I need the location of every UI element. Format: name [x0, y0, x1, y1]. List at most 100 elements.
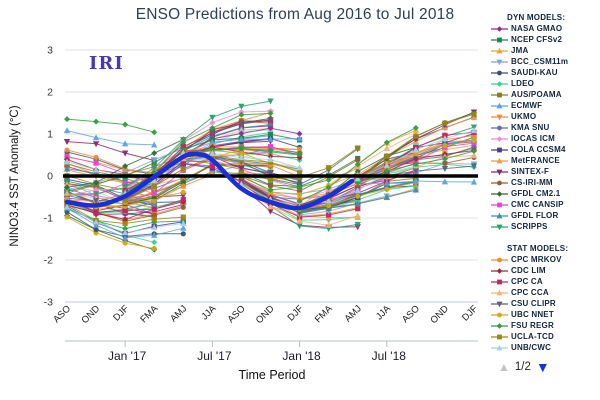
forecast-marker [267, 121, 274, 128]
legend-item-label: NASA GMAO [511, 24, 563, 33]
square-icon [491, 202, 508, 207]
forecast-marker [92, 218, 100, 225]
forecast-marker [267, 110, 274, 117]
forecast-marker [355, 193, 361, 199]
legend-page-down-icon[interactable]: ▼ [535, 359, 550, 375]
legend-item-label: GFDL FLOR [511, 211, 559, 220]
triangle-up-icon [491, 157, 508, 163]
legend-gap [491, 232, 599, 243]
forecast-marker [383, 179, 390, 186]
chart-title: ENSO Predictions from Aug 2016 to Jul 20… [135, 6, 455, 23]
forecast-marker [412, 155, 419, 162]
forecast-marker [64, 184, 70, 191]
forecast-marker [354, 179, 361, 186]
legend-item-label: ECMWF [511, 101, 543, 110]
forecast-marker [325, 184, 332, 191]
legend-page-up-icon[interactable]: ▲ [498, 360, 510, 374]
iri-watermark: IRI [89, 53, 124, 74]
forecast-marker [64, 147, 70, 153]
forecast-marker [267, 208, 274, 215]
forecast-marker [238, 111, 245, 118]
x-tick-label: ASO [226, 303, 248, 325]
diamond-icon [491, 135, 508, 142]
year-label: Jul '18 [372, 349, 407, 363]
forecast-marker [354, 161, 361, 168]
diamond-icon [491, 80, 508, 87]
forecast-marker [121, 150, 129, 157]
forecast-marker [180, 139, 187, 146]
legend-item-label: CMC CANSIP [511, 200, 564, 209]
y-tick-label: 2 [47, 87, 53, 99]
forecast-marker [354, 212, 361, 219]
x-tick-label: FMA [313, 303, 335, 325]
forecast-marker [209, 119, 216, 126]
forecast-marker [151, 141, 158, 148]
legend-item-label: SCRIPPS [511, 222, 548, 231]
forecast-line [66, 130, 155, 146]
forecast-marker [412, 146, 420, 153]
legend-item: FSU REGR [491, 320, 599, 331]
forecast-marker [383, 167, 390, 174]
diamond-icon [491, 267, 508, 274]
forecast-marker [63, 138, 71, 145]
forecast-marker [209, 138, 216, 145]
triangle-up-icon [491, 212, 508, 218]
triangle-down-icon [491, 301, 508, 307]
forecast-marker [122, 163, 129, 170]
forecast-line [66, 118, 155, 133]
triangle-down-icon [491, 224, 508, 230]
forecast-marker [238, 165, 245, 172]
forecast-marker [296, 130, 303, 137]
forecast-marker [209, 146, 216, 153]
legend-item-label: CS-IRI-MM [511, 178, 553, 187]
legend-item: CMC CANSIP [491, 199, 599, 210]
forecast-line [66, 141, 155, 161]
legend-item: UKMO [491, 111, 599, 122]
forecast-marker [151, 198, 157, 204]
forecast-marker [296, 217, 303, 224]
legend-item-label: AUS/POAMA [511, 90, 562, 99]
legend-item-label: CPC CA [511, 277, 543, 286]
forecast-marker [151, 176, 158, 183]
forecast-marker [326, 165, 332, 171]
forecast-marker [267, 135, 274, 142]
forecast-marker [93, 118, 100, 125]
forecast-marker [267, 156, 274, 163]
forecast-marker [238, 154, 245, 161]
forecast-marker [209, 125, 216, 132]
legend-item: UBC NNET [491, 309, 599, 320]
legend-item: UCLA-TCD [491, 331, 599, 342]
forecast-marker [63, 203, 71, 210]
legend-item: KMA SNU [491, 122, 599, 133]
legend-page-indicator: 1/2 [514, 361, 531, 373]
legend-item: JMA [491, 45, 599, 56]
x-tick-label: ASO [400, 303, 422, 325]
forecast-marker [441, 155, 448, 162]
forecast-marker [180, 178, 187, 185]
forecast-marker [296, 209, 303, 216]
forecast-line [66, 159, 155, 184]
forecast-marker [238, 120, 245, 127]
forecast-marker [64, 116, 70, 123]
forecast-marker [238, 145, 245, 152]
forecast-marker [151, 212, 157, 218]
forecast-marker [383, 139, 390, 146]
legend-item: NCEP CFSv2 [491, 34, 599, 45]
forecast-marker [470, 163, 478, 170]
forecast-line [124, 148, 271, 201]
forecast-marker [64, 214, 70, 220]
diamond-icon [491, 190, 508, 197]
legend-item-label: UBC NNET [511, 310, 554, 319]
forecast-marker [470, 152, 478, 159]
legend-item: GFDL CM2.1 [491, 188, 599, 199]
triangle-down-icon [491, 114, 508, 120]
y-tick-label: 1 [47, 129, 53, 141]
legend-item: NASA GMAO [491, 23, 599, 34]
legend-item: AUS/POAMA [491, 89, 599, 100]
forecast-marker [238, 135, 245, 142]
legend-item-label: SAUDI-KAU [511, 68, 558, 77]
legend-item: CDC LIM [491, 265, 599, 276]
legend-item-label: FSU REGR [511, 321, 554, 330]
forecast-marker [151, 245, 157, 252]
